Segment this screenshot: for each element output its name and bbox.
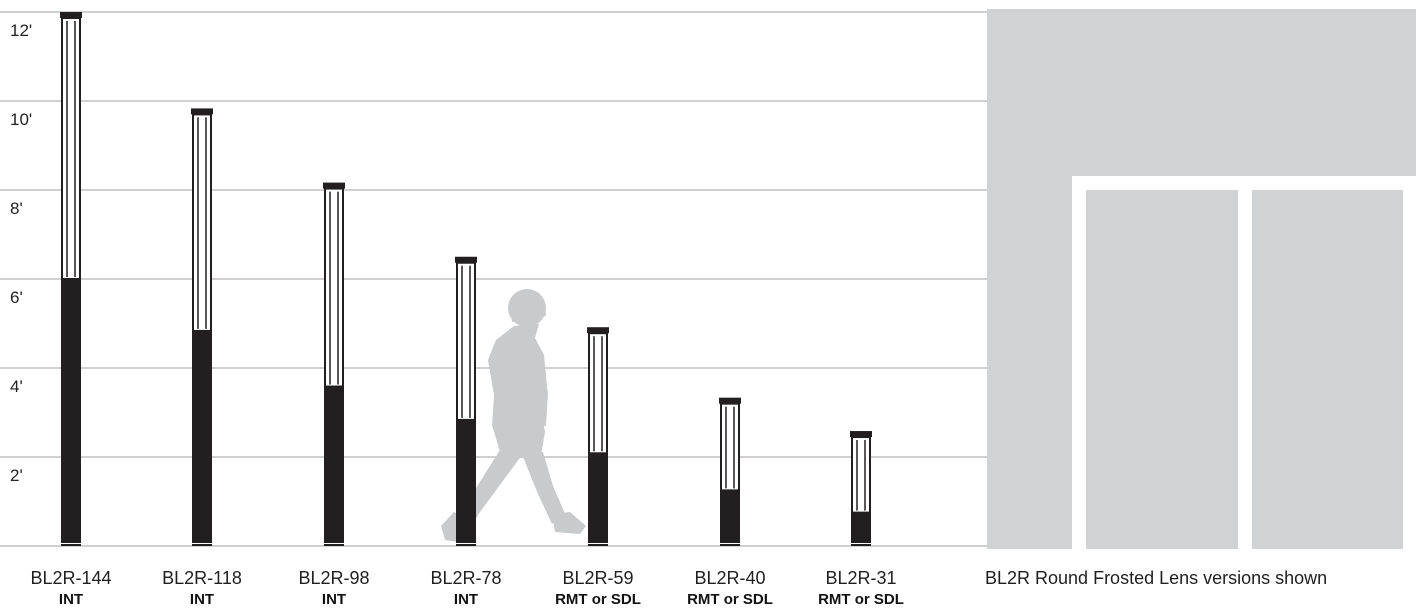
bollard-model-label: BL2R-144 xyxy=(30,568,111,588)
bollard-lens xyxy=(61,17,81,280)
bollard-mount-label: INT xyxy=(190,591,214,608)
bollard-bl2r-59: BL2R-59 RMT or SDL xyxy=(555,327,641,608)
bollard-cap xyxy=(323,182,345,189)
bollard-mount-label: RMT or SDL xyxy=(555,591,641,608)
bollard-base xyxy=(324,386,344,543)
bollard-foot xyxy=(720,544,740,546)
bollard-model-label: BL2R-40 xyxy=(694,568,765,588)
bollard-cap xyxy=(191,108,213,115)
height-tick-label: 12' xyxy=(10,21,32,40)
bollard-lens xyxy=(456,261,476,421)
bollard-cap xyxy=(455,256,477,263)
bollard-foot xyxy=(456,544,476,546)
bollard-model-label: BL2R-59 xyxy=(562,568,633,588)
height-tick-label: 4' xyxy=(10,377,23,396)
bollard-group: BL2R-144 INT BL2R-118 INT BL2R-98 INT BL2R-78 I… xyxy=(30,12,904,608)
bollard-foot xyxy=(192,544,212,546)
bollard-lens xyxy=(851,436,871,514)
bollard-base xyxy=(588,453,608,543)
bollard-cap xyxy=(587,327,609,334)
bollard-model-label: BL2R-31 xyxy=(825,568,896,588)
bollard-mount-label: INT xyxy=(322,591,346,608)
bollard-bl2r-40: BL2R-40 RMT or SDL xyxy=(687,397,773,608)
bollard-foot xyxy=(851,544,871,546)
bollard-base xyxy=(851,512,871,543)
bollard-cap xyxy=(719,397,741,404)
building-backdrop xyxy=(987,9,1416,549)
height-tick-label: 6' xyxy=(10,288,23,307)
caption: BL2R Round Frosted Lens versions shown xyxy=(985,568,1327,588)
bollard-model-label: BL2R-118 xyxy=(162,568,242,588)
person-silhouette xyxy=(441,289,586,543)
height-tick-label: 10' xyxy=(10,110,32,129)
height-tick-label: 2' xyxy=(10,466,23,485)
bollard-bl2r-144: BL2R-144 INT xyxy=(30,12,112,608)
bollard-bl2r-78: BL2R-78 INT xyxy=(430,256,502,608)
bollard-mount-label: INT xyxy=(454,591,478,608)
bollard-lens xyxy=(324,187,344,388)
bollard-cap xyxy=(850,431,872,438)
bollard-mount-label: RMT or SDL xyxy=(818,591,904,608)
height-tick-label: 8' xyxy=(10,199,23,218)
bollard-base xyxy=(456,419,476,543)
height-gridlines: 12' 10' 8' 6' 4' 2' xyxy=(0,11,987,485)
bollard-base xyxy=(192,330,212,543)
bollard-base xyxy=(720,490,740,543)
bollard-lens xyxy=(720,402,740,492)
bollard-mount-label: INT xyxy=(59,591,83,608)
bollard-mount-label: RMT or SDL xyxy=(687,591,773,608)
bollard-cap xyxy=(60,12,82,18)
bollard-foot xyxy=(588,544,608,546)
bollard-lens xyxy=(588,332,608,455)
door-left xyxy=(1086,190,1238,549)
bollard-bl2r-118: BL2R-118 INT xyxy=(162,108,242,608)
bollard-lens xyxy=(192,113,212,332)
bollard-model-label: BL2R-78 xyxy=(430,568,501,588)
bollard-base xyxy=(61,279,81,543)
bollard-foot xyxy=(61,544,81,546)
door-right xyxy=(1252,190,1403,549)
bollard-foot xyxy=(324,544,344,546)
bollard-bl2r-98: BL2R-98 INT xyxy=(298,182,370,608)
bollard-model-label: BL2R-98 xyxy=(298,568,369,588)
bollard-bl2r-31: BL2R-31 RMT or SDL xyxy=(818,431,904,608)
